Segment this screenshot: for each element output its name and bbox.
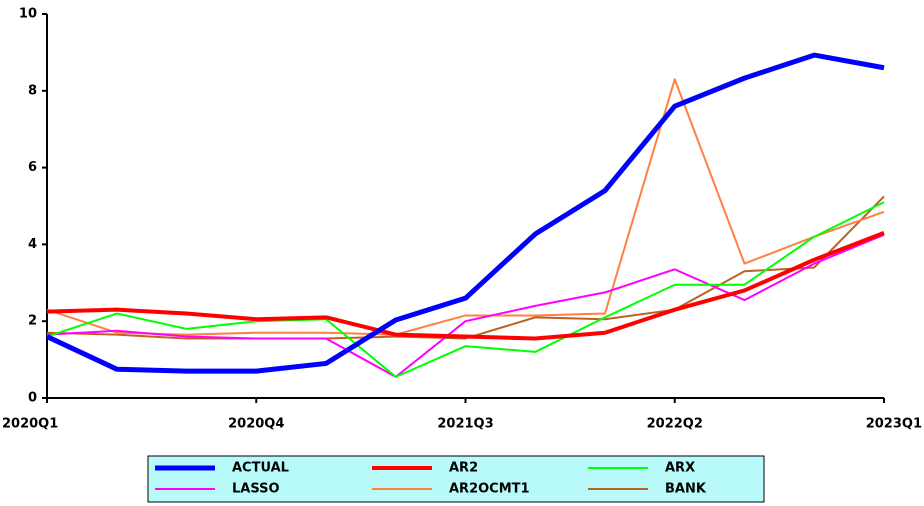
series-line <box>46 78 885 336</box>
y-tick-label: 8 <box>28 83 37 98</box>
series-line <box>46 201 885 378</box>
y-tick-label: 10 <box>19 7 37 22</box>
x-tick-label: 2023Q1 <box>866 417 922 432</box>
series-line <box>46 195 885 340</box>
y-tick-label: 2 <box>28 314 37 329</box>
x-tick-label: 2022Q2 <box>647 417 703 432</box>
x-tick-label: 2020Q1 <box>2 417 58 432</box>
x-tick-label: 2020Q4 <box>228 417 284 432</box>
series-line <box>46 233 885 378</box>
legend-label: AR2 <box>449 461 478 476</box>
y-tick-label: 4 <box>28 237 37 252</box>
legend-label: ACTUAL <box>232 461 289 476</box>
x-tick-label: 2021Q3 <box>437 417 493 432</box>
legend-box <box>147 455 765 503</box>
y-tick-label: 0 <box>28 391 37 406</box>
legend-label: AR2OCMT1 <box>449 482 530 497</box>
series-line <box>46 231 885 341</box>
legend-label: ARX <box>665 461 695 476</box>
series-line <box>45 52 885 374</box>
y-tick-label: 6 <box>28 160 37 175</box>
legend-label: LASSO <box>232 482 280 497</box>
legend-label: BANK <box>665 482 707 497</box>
